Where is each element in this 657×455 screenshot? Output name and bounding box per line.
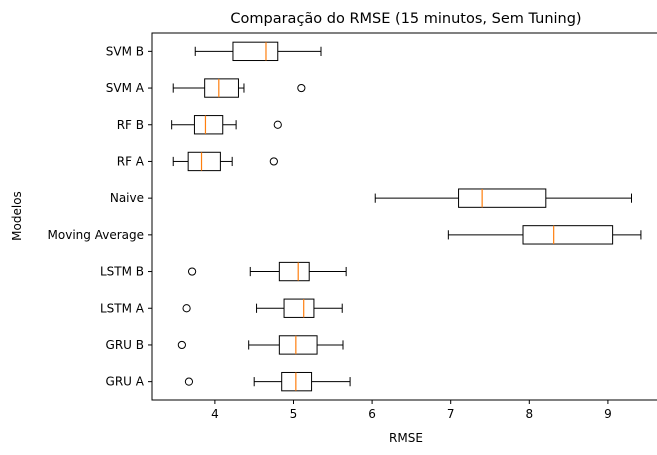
axes-frame <box>151 32 657 401</box>
outlier-point <box>269 157 278 166</box>
y-axis-label: Modelos <box>10 191 24 241</box>
y-tick-label: RF A <box>117 154 145 168</box>
box-iqr <box>278 261 310 282</box>
outlier-point <box>297 83 306 93</box>
outlier-point <box>273 120 282 129</box>
outlier-point <box>177 340 186 350</box>
box-iqr <box>278 335 318 355</box>
y-tick-label: SVM A <box>106 81 145 95</box>
x-tick-label: 8 <box>525 407 533 421</box>
y-tick-label: RF B <box>117 118 144 132</box>
y-tick-label: LSTM A <box>100 301 145 315</box>
y-tick-label: Naive <box>110 191 144 205</box>
box-iqr <box>458 188 547 208</box>
box-iqr <box>522 225 614 245</box>
x-tick-label: 9 <box>604 407 612 421</box>
x-axis-label: RMSE <box>389 431 423 445</box>
outlier-point <box>182 304 191 313</box>
y-tick-label: Moving Average <box>48 228 144 242</box>
x-tick-label: 7 <box>447 407 455 421</box>
y-tick-label: SVM B <box>106 44 144 58</box>
y-tick-label: GRU B <box>106 338 144 352</box>
box-iqr <box>283 298 315 318</box>
box-iqr <box>204 78 239 98</box>
outlier-point <box>184 377 194 386</box>
box-iqr <box>281 371 313 392</box>
chart-title: Comparação do RMSE (15 minutos, Sem Tuni… <box>230 11 581 27</box>
x-tick-label: 5 <box>290 407 298 421</box>
box-iqr <box>193 115 224 135</box>
box-iqr <box>187 151 221 172</box>
x-tick-label: 6 <box>368 407 376 421</box>
y-tick-label: LSTM B <box>100 265 144 279</box>
box-iqr <box>232 41 279 62</box>
plot-area: 4 5 6 7 8 9 SVM B SVM A RF B RF A Naive Moving Aver… <box>48 41 642 421</box>
y-tick-label: GRU A <box>106 375 145 389</box>
outlier-point <box>187 267 197 276</box>
x-tick-label: 4 <box>211 407 219 421</box>
